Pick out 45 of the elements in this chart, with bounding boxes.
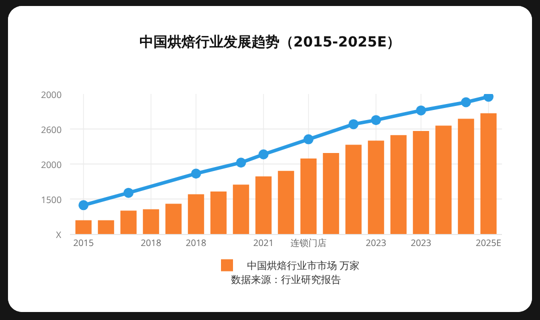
point xyxy=(236,158,246,168)
bar xyxy=(142,209,160,234)
bar xyxy=(412,131,430,234)
legend-label: 中国烘焙行业市市场 万家 xyxy=(247,258,360,272)
bar xyxy=(345,144,362,234)
text: 2600 xyxy=(41,123,62,136)
bar xyxy=(322,153,340,234)
x-tick-label: 2023 xyxy=(366,236,386,249)
x-tick-label: 2021 xyxy=(253,236,274,249)
bar xyxy=(75,220,92,234)
text: 2000 xyxy=(41,88,62,101)
bar xyxy=(435,126,452,234)
x-tick-label: 2023 xyxy=(410,236,432,249)
source-note: 数据来源：行业研究报告 xyxy=(231,272,341,286)
bar xyxy=(368,140,384,234)
point xyxy=(304,134,314,144)
bar xyxy=(210,191,227,234)
point xyxy=(416,105,426,116)
bar xyxy=(165,204,182,234)
bar xyxy=(458,118,474,234)
bar xyxy=(232,184,250,234)
point xyxy=(191,168,201,179)
x-tick-label: 2018 xyxy=(186,236,206,249)
bar xyxy=(390,135,407,234)
point xyxy=(124,188,134,198)
text: 2000 xyxy=(41,158,62,171)
point xyxy=(348,119,358,130)
text: 1500 xyxy=(41,193,62,206)
chart-title: 中国烘焙行业发展趋势（2015-2025E） xyxy=(139,34,401,50)
point xyxy=(461,97,471,108)
point xyxy=(258,149,268,160)
x-tick-label: 连锁门店 xyxy=(290,236,326,249)
bar xyxy=(98,220,114,234)
bar xyxy=(255,176,272,234)
x-tick-label: 2015 xyxy=(73,236,94,249)
bar xyxy=(188,194,204,234)
bar xyxy=(120,210,137,234)
x-tick-label: 2018 xyxy=(140,236,162,249)
bar xyxy=(278,170,294,234)
text: X xyxy=(56,228,62,241)
point xyxy=(78,200,88,210)
bar xyxy=(480,113,497,234)
point xyxy=(371,115,381,126)
x-tick-label: 2025E xyxy=(476,236,502,249)
bar xyxy=(300,158,317,234)
